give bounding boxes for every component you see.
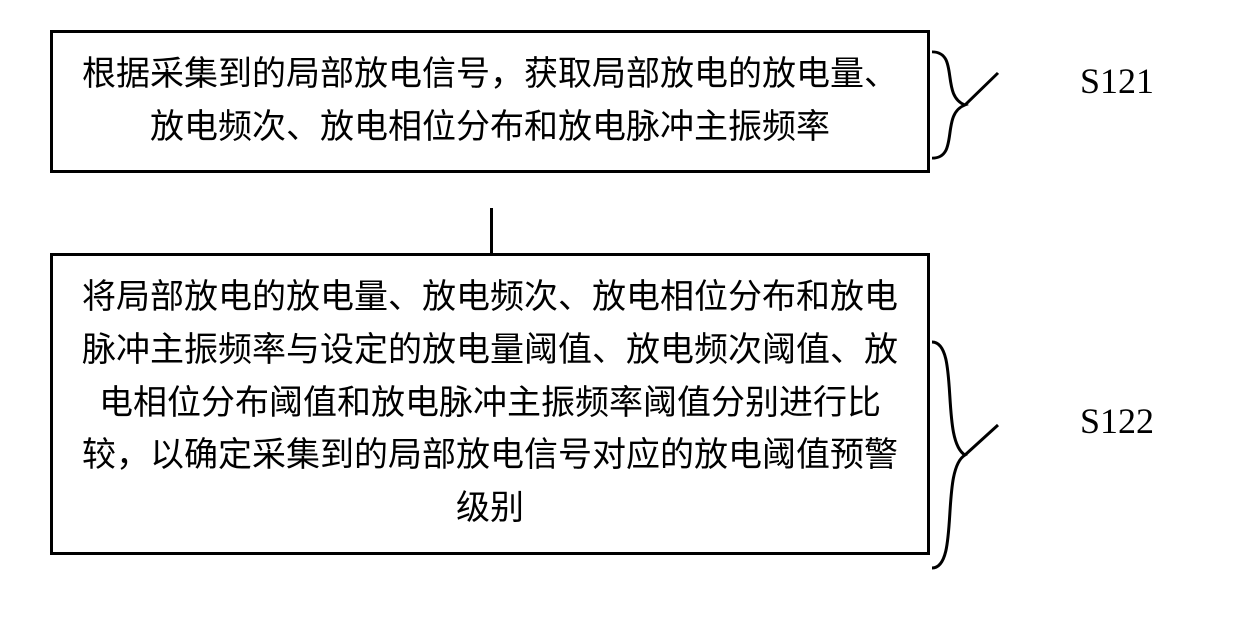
flow-step-2: 将局部放电的放电量、放电频次、放电相位分布和放电脉冲主振频率与设定的放电量阈值、… [50, 253, 930, 554]
brace-connector-2 [930, 340, 1000, 570]
step-label-1: S121 [1080, 60, 1154, 102]
flow-step-1: 根据采集到的局部放电信号，获取局部放电的放电量、放电频次、放电相位分布和放电脉冲… [50, 30, 930, 173]
brace-connector-1 [930, 50, 1000, 160]
flow-step-1-text: 根据采集到的局部放电信号，获取局部放电的放电量、放电频次、放电相位分布和放电脉冲… [82, 56, 898, 146]
flowchart-container: 根据采集到的局部放电信号，获取局部放电的放电量、放电频次、放电相位分布和放电脉冲… [50, 30, 1190, 555]
step-label-2: S122 [1080, 400, 1154, 442]
flow-step-2-text: 将局部放电的放电量、放电频次、放电相位分布和放电脉冲主振频率与设定的放电量阈值、… [82, 279, 898, 527]
